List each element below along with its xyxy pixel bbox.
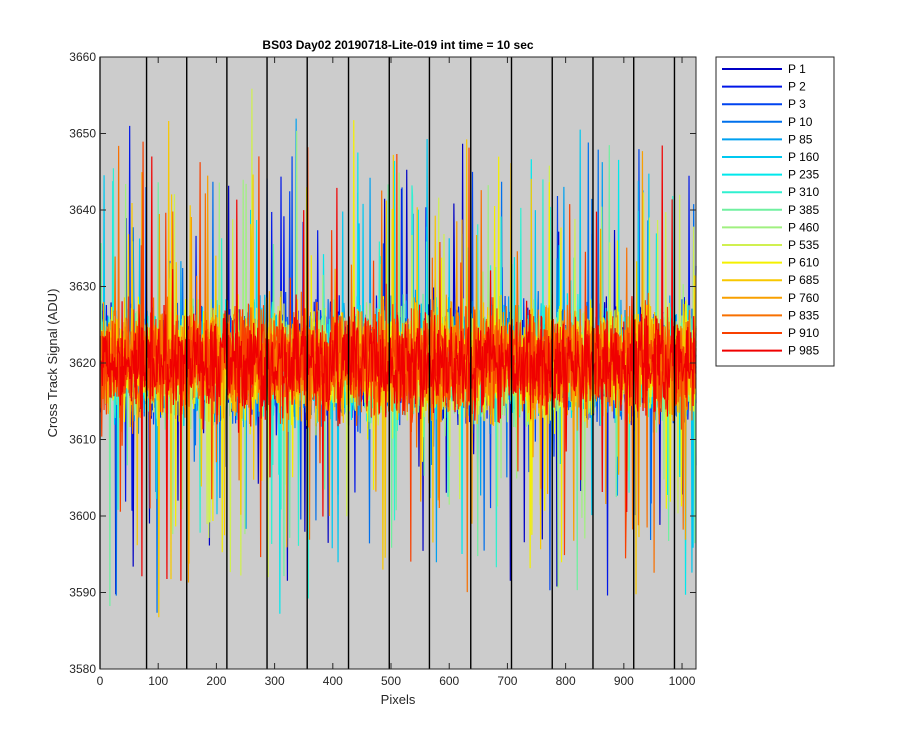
y-tick-label: 3600 [69,509,96,523]
legend-label: P 235 [788,168,819,182]
x-tick-label: 1000 [669,674,696,688]
y-axis-label: Cross Track Signal (ADU) [45,289,60,438]
legend-label: P 685 [788,273,819,287]
legend-label: P 535 [788,238,819,252]
y-tick-label: 3640 [69,203,96,217]
legend-items: P 1 P 2 P 3 P 10 P 85 P 160 P 235 P 310 P 385 P 4… [722,62,819,358]
legend-label: P 310 [788,185,819,199]
y-tick-label: 3620 [69,356,96,370]
x-tick-label: 900 [614,674,634,688]
x-axis-label: Pixels [381,692,416,707]
legend-label: P 760 [788,291,819,305]
legend-label: P 985 [788,344,819,358]
y-tick-label: 3610 [69,433,96,447]
x-tick-label: 0 [97,674,104,688]
legend-label: P 460 [788,220,819,234]
x-tick-label: 100 [148,674,168,688]
series-layer [99,88,697,618]
y-tick-label: 3650 [69,127,96,141]
x-tick-label: 700 [497,674,517,688]
y-tick-label: 3580 [69,662,96,676]
legend-label: P 385 [788,203,819,217]
legend-label: P 10 [788,115,813,129]
legend[interactable]: P 1 P 2 P 3 P 10 P 85 P 160 P 235 P 310 P 385 P 4… [715,56,835,367]
legend-label: P 1 [788,62,806,76]
legend-label: P 2 [788,80,806,94]
y-tick-label: 3660 [69,50,96,64]
legend-label: P 160 [788,150,819,164]
x-tick-label: 300 [265,674,285,688]
legend-label: P 910 [788,326,819,340]
x-axis-ticks: 0 100 200 300 400 500 600 700 800 900 1000 [97,57,696,688]
x-tick-label: 500 [381,674,401,688]
chart-title: BS03 Day02 20190718-Lite-019 int time = … [262,38,533,52]
x-tick-label: 800 [556,674,576,688]
x-tick-label: 600 [439,674,459,688]
legend-label: P 3 [788,97,806,111]
series-line-p-985 [99,145,697,581]
x-tick-label: 400 [323,674,343,688]
x-tick-label: 200 [206,674,226,688]
legend-label: P 85 [788,132,813,146]
legend-label: P 835 [788,308,819,322]
y-axis-ticks: 3580 3590 3600 3610 3620 3630 3640 3650 3660 [69,50,696,676]
y-tick-label: 3630 [69,280,96,294]
y-tick-label: 3590 [69,586,96,600]
legend-label: P 610 [788,256,819,270]
